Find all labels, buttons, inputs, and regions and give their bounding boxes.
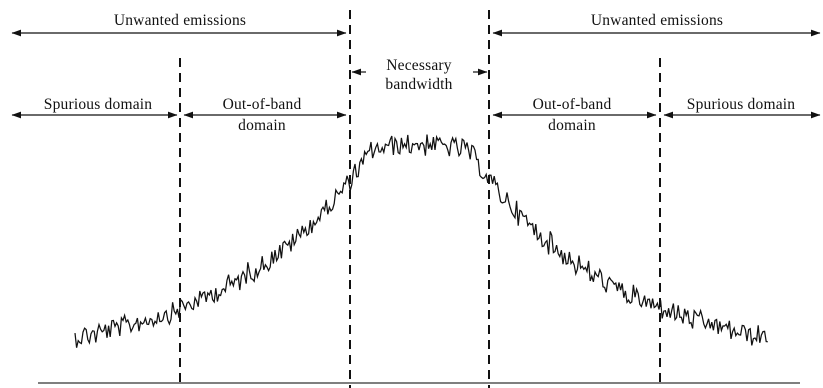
- necessary-bandwidth-label-line2: bandwidth: [385, 76, 452, 93]
- necessary-bandwidth-label-line1: Necessary: [386, 57, 452, 74]
- spurious-domain-left-label: Spurious domain: [44, 96, 153, 113]
- emission-spectrum-trace: [74, 134, 768, 348]
- unwanted-emissions-left-label: Unwanted emissions: [114, 12, 246, 29]
- oob-domain-right-label-line2: domain: [548, 117, 596, 134]
- oob-domain-left-label-line2: domain: [238, 117, 286, 134]
- spurious-domain-right-label: Spurious domain: [687, 96, 796, 113]
- oob-domain-right-label-line1: Out-of-band: [533, 96, 612, 113]
- unwanted-emissions-right-label: Unwanted emissions: [591, 12, 723, 29]
- oob-domain-left-label-line1: Out-of-band: [223, 96, 302, 113]
